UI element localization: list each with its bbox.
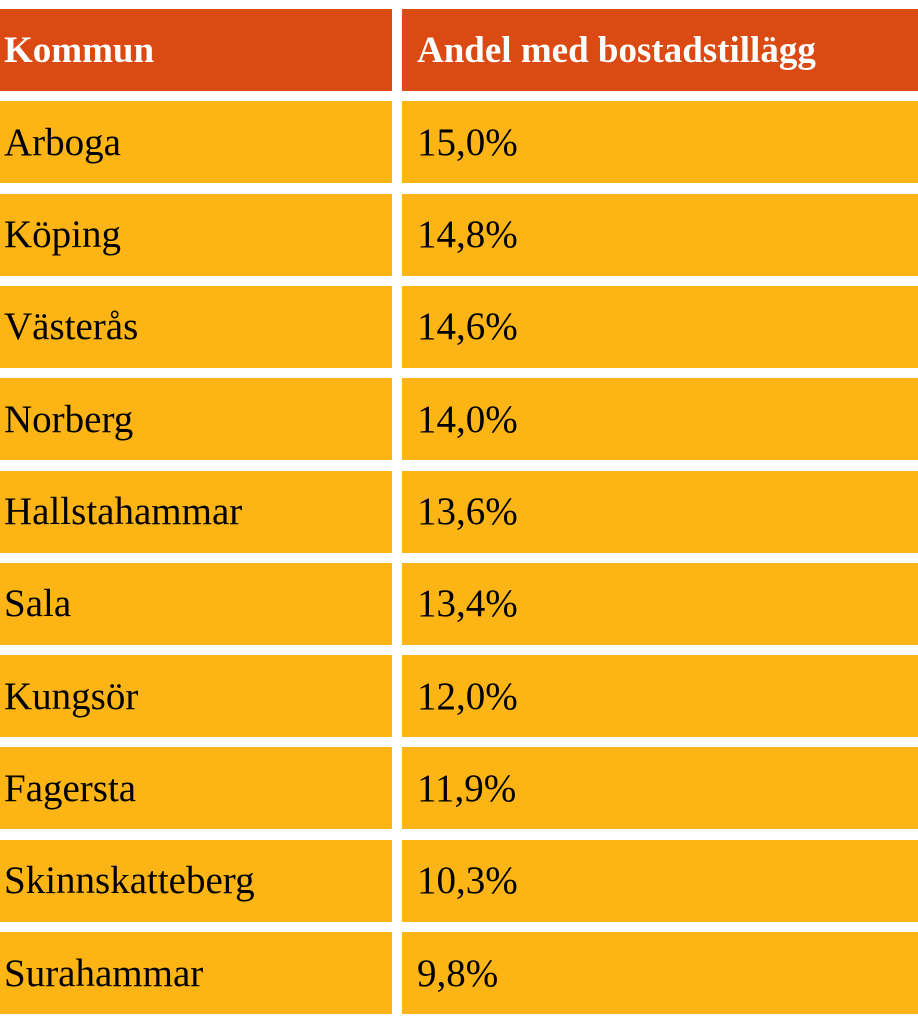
cell-kommun: Sala xyxy=(0,562,392,645)
cell-andel: 10,3% xyxy=(402,839,918,922)
table-row: Arboga 15,0% xyxy=(0,101,918,184)
table-row: Fagersta 11,9% xyxy=(0,747,918,830)
table-row: Surahammar 9,8% xyxy=(0,932,918,1014)
cell-andel: 11,9% xyxy=(402,747,918,830)
cell-kommun: Köping xyxy=(0,193,392,276)
table-row: Norberg 14,0% xyxy=(0,378,918,461)
cell-kommun: Västerås xyxy=(0,285,392,368)
cell-andel: 15,0% xyxy=(402,101,918,184)
header-andel: Andel med bostadstillägg xyxy=(402,9,918,91)
table-row: Kungsör 12,0% xyxy=(0,655,918,738)
cell-kommun: Arboga xyxy=(0,101,392,184)
cell-andel: 14,6% xyxy=(402,285,918,368)
cell-andel: 12,0% xyxy=(402,655,918,738)
cell-kommun: Hallstahammar xyxy=(0,470,392,553)
header-kommun: Kommun xyxy=(0,9,392,91)
cell-kommun: Kungsör xyxy=(0,655,392,738)
cell-andel: 14,0% xyxy=(402,378,918,461)
table-row: Skinnskatteberg 10,3% xyxy=(0,839,918,922)
cell-kommun: Fagersta xyxy=(0,747,392,830)
header-row: Kommun Andel med bostadstillägg xyxy=(0,9,918,91)
table-row: Köping 14,8% xyxy=(0,193,918,276)
table-row: Sala 13,4% xyxy=(0,562,918,645)
table-row: Västerås 14,6% xyxy=(0,285,918,368)
cell-andel: 13,4% xyxy=(402,562,918,645)
cell-kommun: Skinnskatteberg xyxy=(0,839,392,922)
cell-andel: 13,6% xyxy=(402,470,918,553)
cell-kommun: Surahammar xyxy=(0,932,392,1014)
table-row: Hallstahammar 13,6% xyxy=(0,470,918,553)
cell-kommun: Norberg xyxy=(0,378,392,461)
cell-andel: 14,8% xyxy=(402,193,918,276)
cell-andel: 9,8% xyxy=(402,932,918,1014)
